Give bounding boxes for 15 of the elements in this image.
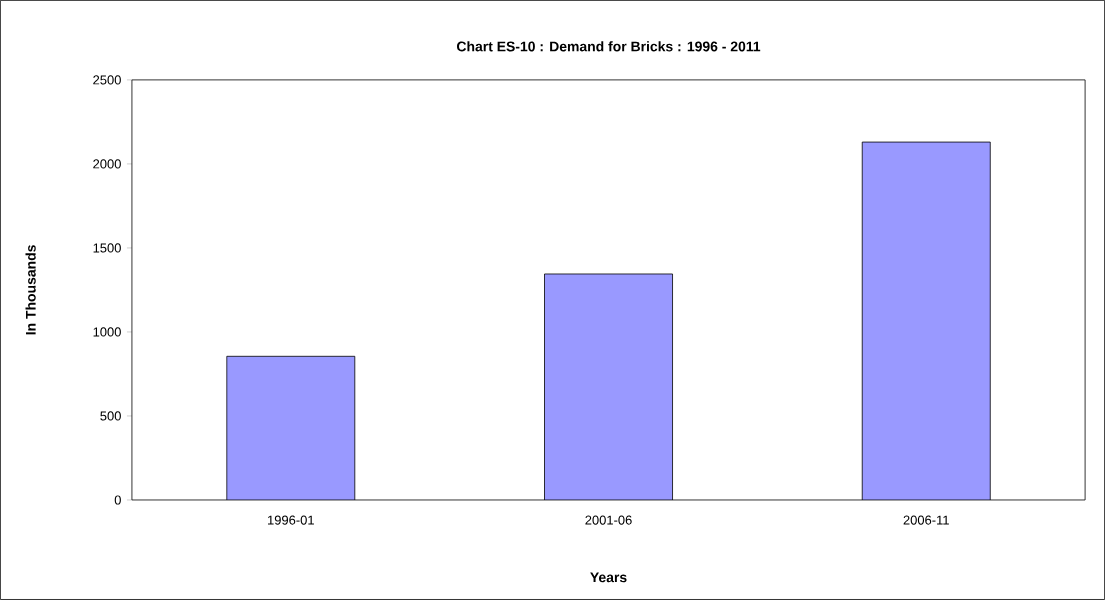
y-tick-label: 1000 <box>93 327 121 337</box>
bar <box>861 141 991 501</box>
y-tick-label: 1500 <box>93 243 121 253</box>
x-tick-label: 1996-01 <box>268 515 314 525</box>
chart-title: Chart ES-10 : Demand for Bricks : 1996 - 2011 <box>457 41 761 52</box>
y-tick-label: 0 <box>114 495 121 505</box>
x-axis-title: Years <box>590 572 627 583</box>
bar <box>226 355 356 501</box>
bar <box>544 273 673 501</box>
x-tick-label: 2006-11 <box>903 515 949 525</box>
y-tick-label: 2500 <box>93 75 121 85</box>
x-tick-label: 2001-06 <box>585 515 632 525</box>
y-axis-title: In Thousands <box>25 245 36 335</box>
y-tick-label: 2000 <box>93 159 121 169</box>
y-tick-label: 500 <box>100 411 121 421</box>
